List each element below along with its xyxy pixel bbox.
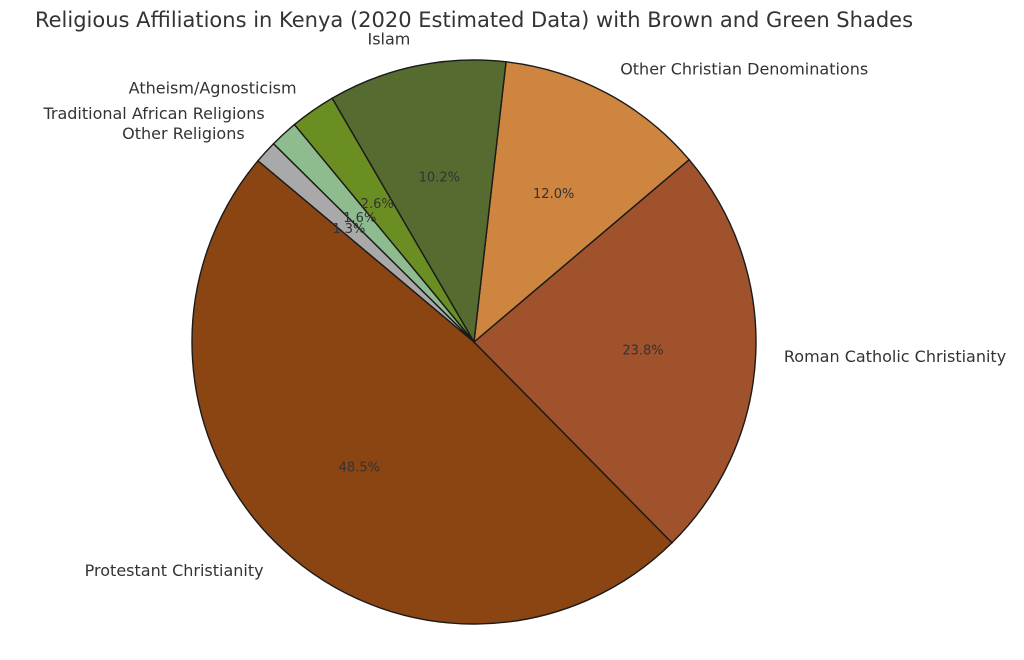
slice-percent-roman-catholic-christianity: 23.8% (622, 344, 663, 359)
slice-percent-protestant-christianity: 48.5% (339, 460, 380, 475)
slice-percent-other-christian-denominations: 12.0% (533, 187, 574, 202)
pie-slice-other-christian-denominations (473, 61, 691, 344)
slice-percent-islam: 10.2% (419, 170, 460, 185)
slice-label-other-religions: Other Religions (122, 124, 245, 143)
chart-title: Religious Affiliations in Kenya (2020 Es… (35, 8, 913, 32)
slice-label-atheism-agnosticism: Atheism/Agnosticism (129, 79, 297, 98)
pie-slice-protestant-christianity (191, 159, 674, 625)
pie-slice-other-religions (256, 142, 475, 343)
pie-labels: Protestant Christianity Roman Catholic Ch… (42, 29, 1006, 580)
slice-label-traditional-african-religions: Traditional African Religions (42, 104, 264, 123)
slice-label-other-christian-denominations: Other Christian Denominations (620, 59, 868, 78)
slice-percent-traditional-african-religions: 1.6% (343, 211, 376, 226)
slice-label-islam: Islam (368, 29, 411, 48)
pie-slice-islam (331, 59, 507, 345)
pie-slice-roman-catholic-christianity (472, 158, 757, 544)
slice-percent-atheism-agnosticism: 2.6% (361, 197, 394, 212)
slice-label-roman-catholic-christianity: Roman Catholic Christianity (784, 347, 1006, 366)
pie-percent-labels: 48.5% 23.8% 12.0% 10.2% 2.6%1.6%1.3% (332, 170, 663, 475)
pie-slices (191, 59, 757, 625)
slice-label-protestant-christianity: Protestant Christianity (85, 561, 264, 580)
slice-percent-other-religions: 1.3% (332, 222, 365, 237)
